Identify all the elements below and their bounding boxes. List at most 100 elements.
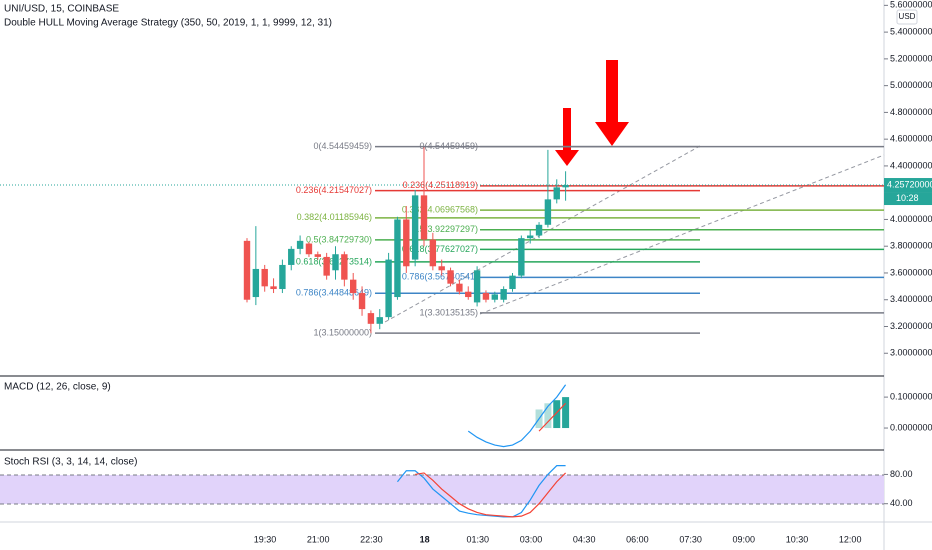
candle-body	[367, 313, 375, 324]
stoch-d	[415, 472, 567, 518]
y-tick-label: 3.40000000	[890, 294, 932, 304]
x-tick-label: 01:30	[467, 534, 490, 544]
trend-line	[479, 154, 885, 315]
candle-body	[500, 289, 507, 300]
last-price-box	[884, 178, 932, 193]
arrow	[595, 60, 629, 146]
candle-body	[420, 195, 428, 240]
x-tick-label: 12:00	[839, 534, 862, 544]
candle-body	[385, 259, 392, 318]
candle-body	[332, 254, 339, 271]
y-tick-label: 5.20000000	[890, 53, 932, 63]
candle-body	[429, 239, 437, 267]
candle-body	[305, 243, 313, 255]
x-tick-label: 10:30	[786, 534, 809, 544]
x-tick-label: 03:00	[520, 534, 543, 544]
candle-body	[411, 195, 419, 260]
candle-body	[270, 286, 277, 290]
candle-body	[243, 240, 251, 300]
fib-label: 1(3.30135135)	[419, 307, 478, 317]
candle-body	[252, 268, 260, 298]
y-tick-label: 5.60000000	[890, 0, 932, 10]
currency-box[interactable]	[896, 9, 918, 25]
candle-body	[553, 187, 560, 200]
last-price: 4.25720000	[887, 179, 932, 189]
candle-body	[491, 294, 498, 300]
fib-label: 0.5(3.84729730)	[306, 234, 372, 244]
y-tick-label: 3.80000000	[890, 241, 932, 251]
candle-body	[527, 235, 534, 239]
macd-line	[467, 384, 567, 448]
candle-body	[350, 279, 357, 294]
macd-title: MACD (12, 26, close, 9)	[4, 382, 111, 393]
x-tick-label: 04:30	[573, 534, 596, 544]
candle-body	[394, 219, 401, 298]
candle-body	[473, 270, 481, 303]
y-tick-label: 5.40000000	[890, 26, 932, 36]
stoch-k	[396, 465, 566, 518]
fib-label: 0.618(3.77627027)	[402, 244, 478, 254]
candle-body	[465, 291, 472, 298]
candle-body	[456, 283, 463, 292]
x-tick-label: 06:00	[626, 534, 649, 544]
candle-body	[482, 293, 490, 300]
candle-body	[438, 266, 445, 271]
y-tick-label: 4.80000000	[890, 107, 932, 117]
y-tick-label: 4.60000000	[890, 134, 932, 144]
candle-body	[535, 224, 543, 236]
fib-label: 0.382(4.06967568)	[402, 204, 478, 214]
candle-body	[376, 317, 383, 324]
candle-body	[518, 238, 525, 276]
fib-label: 0(4.54459459)	[419, 141, 478, 151]
candle-body	[296, 240, 304, 249]
fib-label: 0.382(4.01185946)	[297, 212, 372, 222]
candle-body	[509, 275, 516, 290]
candle-body	[403, 219, 410, 267]
countdown-box	[884, 192, 932, 206]
signal-line	[538, 402, 567, 432]
stoch-title: Stoch RSI (3, 3, 14, 14, close)	[4, 457, 137, 468]
candle-body	[341, 254, 348, 280]
y-tick-label: 40.00	[890, 498, 913, 508]
macd-histogram-bar	[562, 397, 570, 429]
fib-label: 0.236(4.25118919)	[403, 180, 478, 190]
fib-label: 0.236(4.21547027)	[296, 185, 372, 195]
symbol-title: UNI/USD, 15, COINBASE	[4, 4, 119, 15]
y-tick-label: 3.20000000	[890, 321, 932, 331]
macd-histogram-bar	[553, 400, 561, 429]
fib-label: 0.786(3.44848649)	[296, 288, 372, 298]
candle-body	[288, 248, 295, 265]
candle-body	[323, 256, 330, 276]
candle-body	[279, 264, 286, 290]
currency[interactable]: USD	[899, 12, 916, 21]
arrow	[555, 108, 579, 166]
candle-body	[314, 254, 321, 257]
x-tick-label: 22:30	[360, 534, 383, 544]
strategy-title: Double HULL Moving Average Strategy (350…	[4, 18, 332, 29]
candle-body	[447, 270, 454, 284]
y-tick-label: 4.40000000	[890, 160, 932, 170]
fib-label: 0.5(3.92297297)	[412, 224, 478, 234]
x-tick-label: 19:30	[254, 534, 277, 544]
candle-body	[562, 185, 569, 188]
fib-label: 0(4.54459459)	[313, 141, 372, 151]
y-tick-label: 80.00	[890, 469, 913, 479]
x-tick-label: 07:30	[679, 534, 702, 544]
macd-histogram-bar	[544, 403, 552, 429]
x-tick-label: 18	[420, 534, 430, 544]
candle-body	[261, 268, 268, 287]
countdown: 10:28	[896, 193, 919, 203]
candle-body	[544, 199, 552, 225]
x-tick-label: 09:00	[733, 534, 756, 544]
x-tick-label: 21:00	[307, 534, 330, 544]
y-tick-label: 3.60000000	[890, 267, 932, 277]
candle-body	[358, 293, 366, 310]
fib-label: 0.786(3.56740541)	[402, 272, 478, 282]
